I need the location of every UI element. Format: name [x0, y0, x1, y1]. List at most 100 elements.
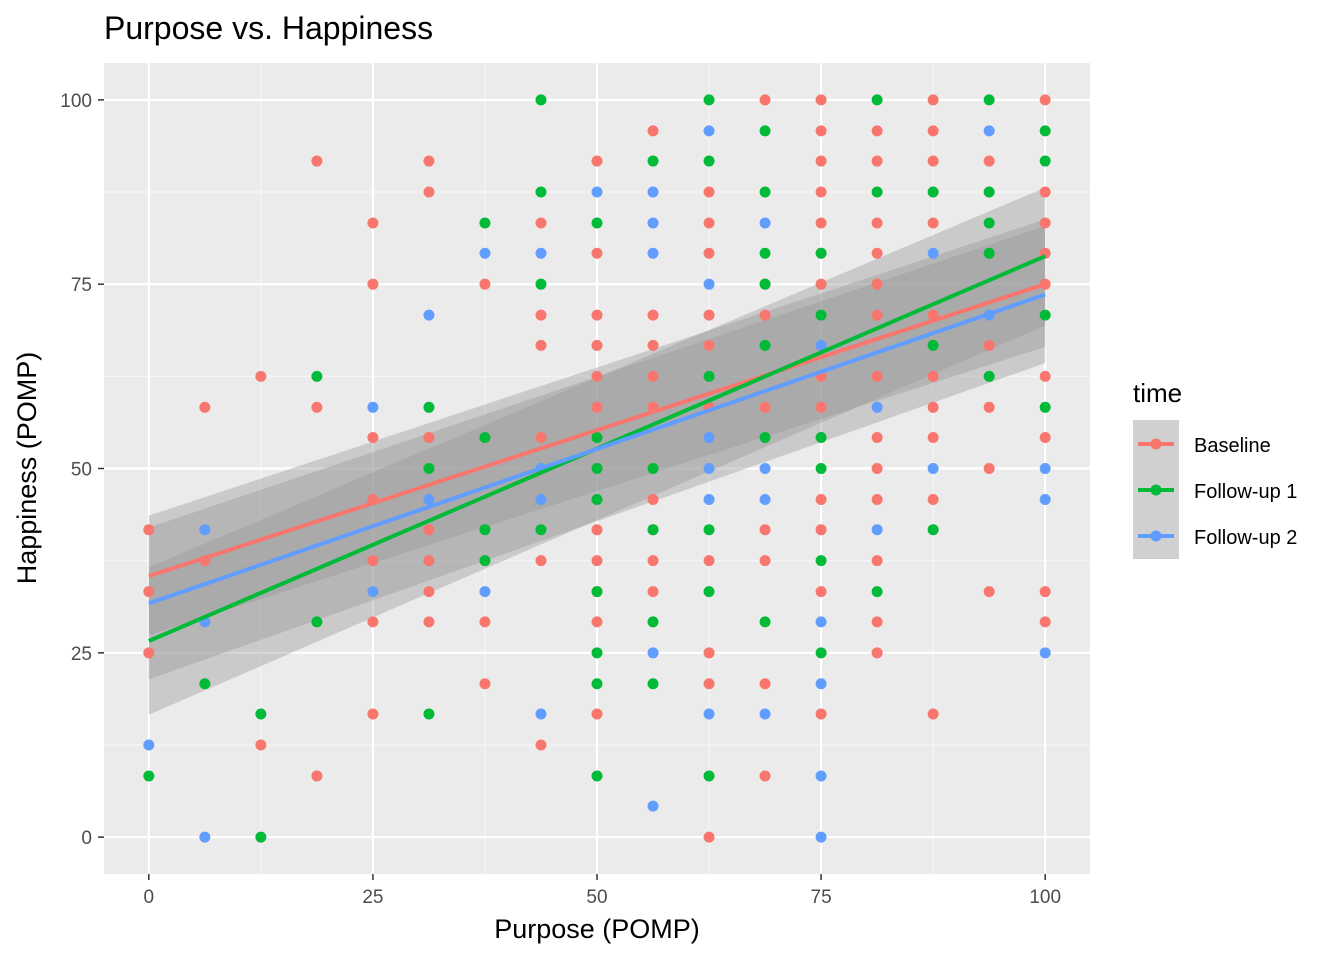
point-follow-up-1: [535, 94, 547, 106]
point-baseline: [367, 217, 379, 229]
point-follow-up-2: [703, 463, 715, 474]
legend-key-point-follow-up-2: [1150, 530, 1162, 542]
point-baseline: [591, 339, 603, 351]
fit-lines: [148, 254, 1046, 643]
point-baseline: [759, 678, 771, 690]
point-follow-up-1: [591, 586, 603, 598]
point-baseline: [423, 186, 435, 198]
point-follow-up-1: [199, 678, 211, 690]
point-baseline: [423, 524, 435, 536]
point-follow-up-1: [647, 524, 659, 536]
point-follow-up-2: [647, 217, 659, 229]
point-follow-up-1: [983, 370, 995, 382]
point-follow-up-2: [871, 524, 883, 536]
point-baseline: [703, 647, 715, 659]
point-baseline: [423, 555, 435, 567]
point-follow-up-2: [367, 586, 379, 598]
point-baseline: [255, 739, 267, 751]
y-tick-label: 75: [71, 275, 92, 296]
point-baseline: [871, 432, 883, 444]
point-baseline: [871, 647, 883, 659]
point-follow-up-1: [815, 555, 827, 567]
point-baseline: [591, 555, 603, 567]
y-axis-title: Happiness (POMP): [12, 352, 42, 585]
point-follow-up-2: [703, 493, 715, 505]
legend-label-baseline: Baseline: [1194, 435, 1271, 457]
point-baseline: [367, 555, 379, 567]
point-follow-up-2: [703, 278, 715, 290]
point-baseline: [647, 555, 659, 567]
point-follow-up-2: [647, 247, 659, 259]
point-follow-up-2: [815, 770, 827, 782]
fit-line-follow-up-2: [148, 292, 1046, 606]
x-tick-label: 50: [586, 887, 607, 908]
point-follow-up-1: [143, 770, 155, 782]
point-baseline: [759, 94, 771, 106]
fit-line-baseline: [148, 282, 1046, 579]
legend-key-point-follow-up-1: [1150, 484, 1162, 496]
point-baseline: [591, 616, 603, 628]
point-follow-up-1: [255, 708, 267, 720]
point-baseline: [815, 278, 827, 290]
point-follow-up-1: [479, 217, 491, 229]
point-baseline: [703, 186, 715, 198]
point-baseline: [871, 555, 883, 567]
point-baseline: [1039, 217, 1051, 229]
x-tick-label: 75: [811, 887, 832, 908]
point-baseline: [815, 125, 827, 137]
point-baseline: [311, 401, 323, 413]
point-follow-up-1: [871, 94, 883, 106]
point-baseline: [367, 616, 379, 628]
point-baseline: [983, 586, 995, 598]
point-baseline: [983, 155, 995, 167]
chart-title: Purpose vs. Happiness: [104, 10, 433, 46]
point-follow-up-2: [759, 463, 771, 474]
point-follow-up-1: [927, 524, 939, 536]
point-baseline: [591, 309, 603, 321]
point-follow-up-1: [815, 432, 827, 444]
x-axis: 0 25 50 75 100: [144, 874, 1061, 908]
point-baseline: [311, 155, 323, 167]
point-follow-up-1: [591, 463, 603, 474]
point-follow-up-1: [1039, 155, 1051, 167]
point-follow-up-1: [703, 370, 715, 382]
point-baseline: [647, 493, 659, 505]
legend: time Baseline Follow-up 1 Follow-up 2: [1133, 378, 1297, 559]
point-follow-up-2: [647, 186, 659, 198]
point-follow-up-1: [815, 247, 827, 259]
point-follow-up-1: [815, 647, 827, 659]
legend-label-follow-up-1: Follow-up 1: [1194, 481, 1297, 503]
point-baseline: [815, 217, 827, 229]
point-follow-up-1: [983, 247, 995, 259]
point-follow-up-1: [1039, 125, 1051, 137]
point-follow-up-2: [479, 586, 491, 598]
point-baseline: [871, 309, 883, 321]
point-follow-up-1: [983, 186, 995, 198]
point-baseline: [535, 555, 547, 567]
point-baseline: [647, 125, 659, 137]
point-follow-up-1: [479, 555, 491, 567]
point-baseline: [367, 278, 379, 290]
point-baseline: [703, 247, 715, 259]
point-baseline: [815, 493, 827, 505]
point-baseline: [871, 493, 883, 505]
point-baseline: [367, 432, 379, 444]
point-follow-up-2: [423, 309, 435, 321]
data-points: [143, 94, 1051, 843]
point-baseline: [143, 524, 155, 536]
point-baseline: [591, 155, 603, 167]
point-follow-up-1: [703, 524, 715, 536]
point-baseline: [815, 708, 827, 720]
point-baseline: [255, 370, 267, 382]
y-tick-label: 0: [81, 828, 92, 849]
point-follow-up-1: [423, 463, 435, 474]
point-baseline: [927, 125, 939, 137]
point-baseline: [1039, 186, 1051, 198]
point-baseline: [367, 708, 379, 720]
point-follow-up-2: [815, 678, 827, 690]
point-follow-up-1: [479, 432, 491, 444]
point-follow-up-2: [1039, 463, 1051, 474]
point-baseline: [983, 401, 995, 413]
point-follow-up-2: [927, 247, 939, 259]
point-follow-up-1: [591, 770, 603, 782]
